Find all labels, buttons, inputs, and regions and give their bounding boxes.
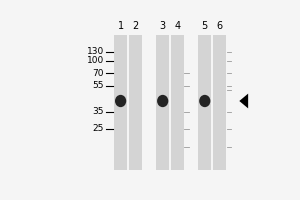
Ellipse shape xyxy=(157,95,168,107)
Text: 4: 4 xyxy=(174,21,180,31)
Text: 70: 70 xyxy=(92,69,104,78)
Text: 6: 6 xyxy=(216,21,223,31)
Text: 130: 130 xyxy=(86,47,104,56)
Text: 5: 5 xyxy=(202,21,208,31)
Ellipse shape xyxy=(199,95,210,107)
Text: 100: 100 xyxy=(86,56,104,65)
Bar xyxy=(129,35,142,170)
Bar xyxy=(213,35,226,170)
Ellipse shape xyxy=(115,95,126,107)
Text: 1: 1 xyxy=(118,21,124,31)
Bar xyxy=(171,35,184,170)
Text: 3: 3 xyxy=(160,21,166,31)
Bar xyxy=(156,35,169,170)
Text: 25: 25 xyxy=(92,124,104,133)
Bar xyxy=(114,35,127,170)
Polygon shape xyxy=(239,94,248,108)
Text: 2: 2 xyxy=(132,21,138,31)
Bar xyxy=(198,35,211,170)
Text: 35: 35 xyxy=(92,107,104,116)
Text: 55: 55 xyxy=(92,81,104,90)
